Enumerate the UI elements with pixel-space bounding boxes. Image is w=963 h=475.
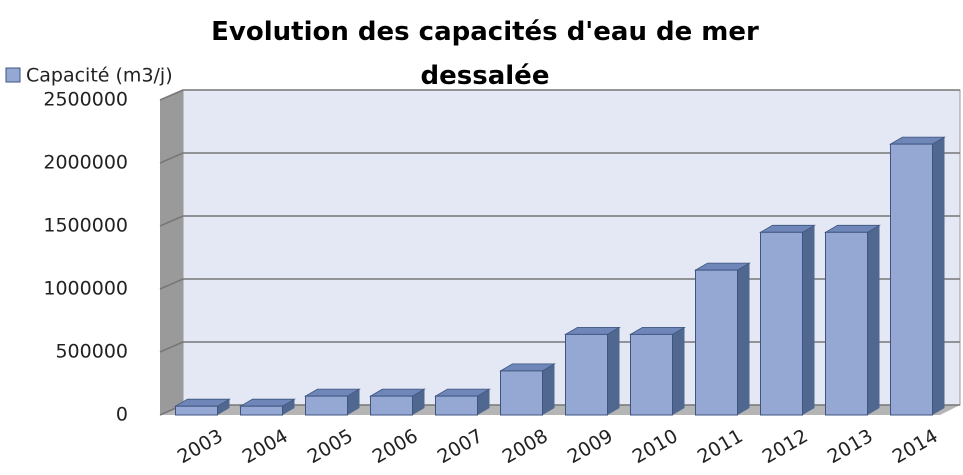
- bar: [435, 395, 478, 416]
- bar: [825, 231, 868, 416]
- bar-side: [282, 399, 295, 415]
- bar-side: [932, 137, 945, 415]
- bar-side: [217, 399, 230, 415]
- x-tick-label: 2006: [369, 425, 422, 468]
- legend-label: Capacité (m3/j): [26, 65, 173, 87]
- bar-side: [412, 389, 425, 415]
- bar-side: [802, 225, 815, 415]
- y-tick-label: 2500000: [43, 89, 128, 111]
- x-tick-label: 2012: [759, 425, 812, 468]
- y-tick-label: 2000000: [43, 152, 128, 174]
- bar: [695, 269, 738, 416]
- bar-side: [347, 389, 360, 415]
- bar: [630, 333, 673, 416]
- bar-side: [737, 263, 750, 415]
- bar: [500, 370, 543, 416]
- chart-title: Evolution des capacités d'eau de mer des…: [211, 17, 759, 91]
- x-tick-label: 2013: [824, 425, 877, 468]
- x-tick-label: 2007: [434, 425, 487, 468]
- x-tick-label: 2011: [694, 425, 747, 468]
- x-tick-label: 2008: [499, 425, 552, 468]
- y-tick-label: 1500000: [43, 215, 128, 237]
- y-tick-label: 500000: [55, 341, 128, 363]
- bar-side: [542, 363, 555, 415]
- side-wall: [160, 90, 183, 415]
- bar: [305, 395, 348, 416]
- x-tick-label: 2009: [564, 425, 617, 468]
- bar: [240, 405, 283, 416]
- grid-line: [159, 152, 184, 164]
- y-tick-label: 0: [116, 404, 128, 426]
- bar-side: [607, 327, 620, 415]
- y-tick-label: 1000000: [43, 278, 128, 300]
- x-tick-label: 2010: [629, 425, 682, 468]
- x-tick-label: 2003: [174, 425, 227, 468]
- bar-side: [477, 389, 490, 415]
- bar: [175, 405, 218, 416]
- bar: [370, 395, 413, 416]
- grid-line: [159, 215, 184, 227]
- bar-side: [672, 327, 685, 415]
- bar: [565, 333, 608, 416]
- bar: [760, 231, 803, 416]
- x-tick-label: 2014: [889, 425, 942, 468]
- x-tick-label: 2004: [239, 425, 292, 468]
- x-tick-label: 2005: [304, 425, 357, 468]
- legend-swatch: [5, 67, 21, 83]
- grid-line: [159, 341, 184, 353]
- grid-line: [159, 278, 184, 290]
- grid-line: [159, 89, 184, 101]
- bar: [890, 143, 933, 416]
- bar-side: [867, 225, 880, 415]
